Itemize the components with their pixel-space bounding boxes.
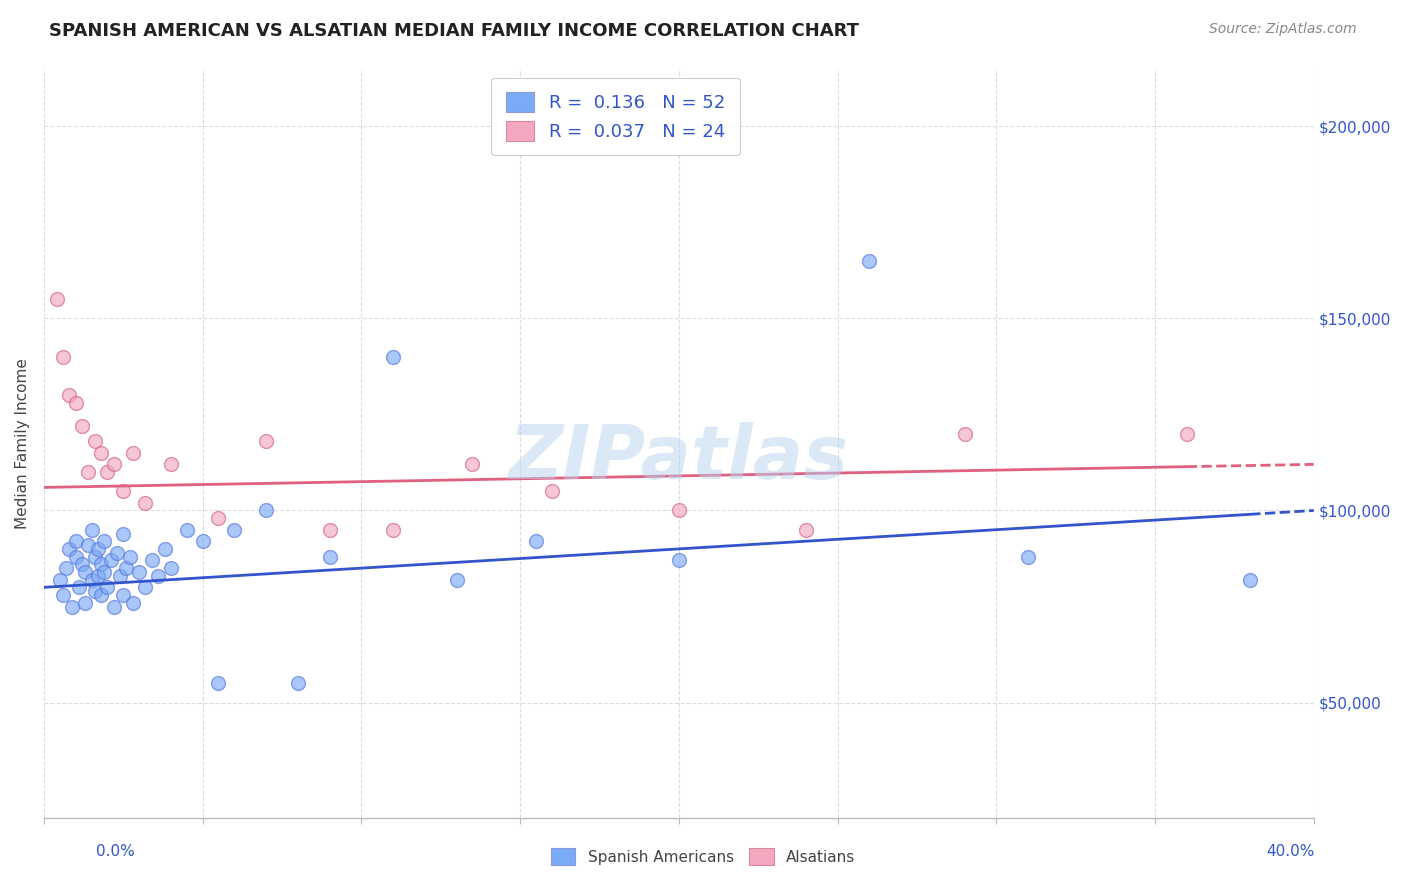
Text: 0.0%: 0.0% (96, 845, 135, 859)
Point (90, 558, 112, 572)
Point (77, 538, 100, 552)
Point (70, 558, 93, 572)
Point (953, 426, 976, 441)
Legend: R =  0.136   N = 52, R =  0.037   N = 24: R = 0.136 N = 52, R = 0.037 N = 24 (491, 78, 740, 155)
Point (524, 534, 547, 549)
Point (49, 573, 72, 587)
Point (794, 523, 817, 537)
Point (382, 523, 405, 537)
Text: 40.0%: 40.0% (1267, 845, 1315, 859)
Point (75, 565, 97, 579)
Point (254, 503, 277, 517)
Point (112, 526, 135, 541)
Point (103, 599, 125, 614)
Point (87, 541, 110, 556)
Point (83, 434, 105, 449)
Point (153, 541, 176, 556)
Point (461, 458, 484, 472)
Point (58, 388, 80, 402)
Point (77, 465, 100, 479)
Point (52, 588, 75, 602)
Point (55, 561, 77, 575)
Point (207, 676, 229, 690)
Point (668, 503, 690, 517)
Point (45, 292, 67, 306)
Point (67, 580, 90, 594)
Point (58, 541, 80, 556)
Point (52, 350, 75, 364)
Point (80, 523, 103, 537)
Point (83, 549, 105, 564)
Point (80, 573, 103, 587)
Point (100, 553, 122, 567)
Point (121, 446, 143, 460)
Point (121, 596, 143, 610)
Point (1017, 549, 1039, 564)
Point (108, 569, 131, 583)
Point (318, 523, 340, 537)
Point (287, 676, 309, 690)
Point (65, 549, 87, 564)
Point (134, 496, 156, 510)
Point (115, 561, 138, 575)
Point (128, 565, 150, 579)
Point (207, 511, 229, 525)
Point (105, 546, 128, 560)
Point (96, 580, 118, 594)
Point (70, 418, 93, 433)
Point (446, 573, 468, 587)
Point (62, 599, 84, 614)
Point (90, 588, 112, 602)
Point (254, 434, 277, 449)
Point (83, 584, 105, 599)
Point (96, 465, 118, 479)
Point (112, 484, 135, 499)
Text: ZIPatlas: ZIPatlas (509, 422, 849, 495)
Point (118, 549, 141, 564)
Point (148, 569, 170, 583)
Point (176, 523, 198, 537)
Point (103, 458, 125, 472)
Point (160, 458, 183, 472)
Point (191, 534, 214, 549)
Text: SPANISH AMERICAN VS ALSATIAN MEDIAN FAMILY INCOME CORRELATION CHART: SPANISH AMERICAN VS ALSATIAN MEDIAN FAMI… (49, 22, 859, 40)
Point (224, 523, 246, 537)
Point (1175, 426, 1198, 441)
Point (141, 553, 163, 567)
Legend: Spanish Americans, Alsatians: Spanish Americans, Alsatians (546, 842, 860, 871)
Point (75, 596, 97, 610)
Point (65, 534, 87, 549)
Point (112, 588, 135, 602)
Point (93, 534, 115, 549)
Point (858, 253, 880, 268)
Point (65, 396, 87, 410)
Text: Source: ZipAtlas.com: Source: ZipAtlas.com (1209, 22, 1357, 37)
Point (668, 553, 690, 567)
Point (160, 561, 183, 575)
Point (87, 569, 110, 583)
Point (134, 580, 156, 594)
Point (93, 565, 115, 579)
Point (540, 484, 562, 499)
Point (1239, 573, 1261, 587)
Point (318, 549, 340, 564)
Y-axis label: Median Family Income: Median Family Income (15, 358, 30, 529)
Point (90, 446, 112, 460)
Point (382, 350, 405, 364)
